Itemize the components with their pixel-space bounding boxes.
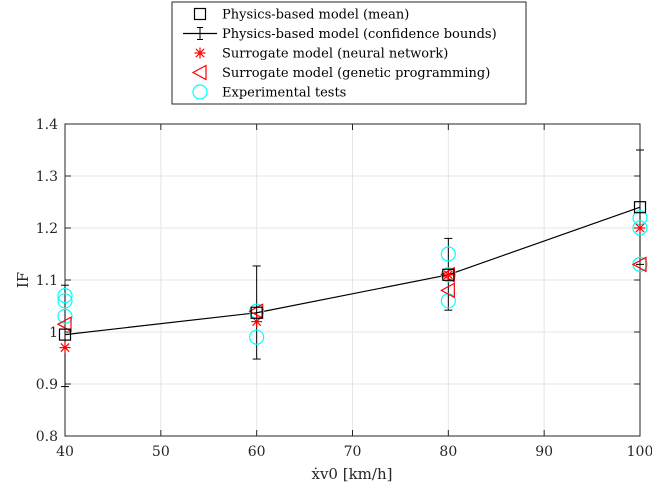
triangle-marker-shape — [56, 316, 72, 333]
legend-entry: Physics-based model (mean) — [193, 7, 409, 23]
x-axis-label: ẋv0 [km/h] — [312, 465, 393, 483]
genetic-programming-point — [56, 316, 72, 333]
circle-marker-shape — [249, 329, 265, 345]
x-tick-label: 90 — [535, 444, 553, 460]
x-tick-label: 70 — [344, 444, 362, 460]
experimental-point — [57, 288, 73, 304]
mean-point — [250, 306, 263, 319]
mean-point — [58, 328, 72, 341]
grid — [64, 123, 641, 437]
experimental-point — [440, 246, 456, 262]
y-axis-label: IF — [14, 272, 32, 288]
tick-labels: 40 50 60 70 80 90 100 0.8 0.9 1 1.1 1.2 1.3 1.4 — [36, 117, 652, 460]
experimental-point — [57, 308, 73, 324]
asterisk-stroke — [60, 343, 70, 353]
square-marker-shape — [633, 201, 647, 214]
mean-point — [633, 201, 647, 214]
axis-labels: ẋv0 [km/h] IF — [14, 272, 392, 483]
genetic-programming-point — [631, 256, 647, 273]
square-marker-shape — [250, 306, 263, 319]
x-tick-label: 50 — [152, 444, 170, 460]
asterisk-stroke — [443, 270, 453, 280]
neural-network-point — [442, 269, 454, 281]
square-marker-shape — [193, 7, 207, 21]
y-tick-label: 1.4 — [36, 117, 58, 133]
circle-marker-shape — [57, 293, 73, 309]
legend-marker — [194, 47, 206, 59]
legend-entry: Surrogate model (neural network) — [194, 47, 448, 62]
plot-area — [56, 149, 648, 388]
legend-label: Surrogate model (genetic programming) — [222, 66, 490, 81]
y-tick-label: 1.2 — [36, 221, 58, 237]
legend-label: Physics-based model (confidence bounds) — [222, 27, 497, 42]
legend-entry: Experimental tests — [192, 84, 346, 101]
square-marker-shape — [58, 328, 72, 341]
legend-label: Experimental tests — [222, 86, 346, 101]
circle-marker-shape — [57, 288, 73, 304]
circle-marker-shape — [57, 308, 73, 324]
neural-network-point — [59, 342, 71, 354]
experimental-point — [249, 329, 265, 345]
legend-label: Surrogate model (neural network) — [222, 47, 448, 62]
legend-label: Physics-based model (mean) — [222, 8, 409, 23]
mean-point — [442, 268, 455, 281]
experimental-point — [57, 293, 73, 309]
legend-marker — [191, 64, 207, 81]
y-tick-label: 0.8 — [36, 429, 58, 445]
circle-marker-shape — [632, 220, 648, 236]
x-tick-label: 100 — [627, 444, 652, 460]
legend-marker — [192, 84, 208, 100]
legend-box — [171, 1, 527, 105]
legend-entry: Surrogate model (genetic programming) — [191, 64, 490, 81]
circle-marker-shape — [192, 84, 208, 100]
triangle-marker-shape — [440, 282, 455, 299]
asterisk-stroke — [195, 48, 205, 58]
asterisk-stroke — [635, 223, 645, 233]
experimental-point — [632, 220, 648, 236]
confidence-line — [64, 206, 641, 336]
square-marker-shape — [442, 268, 455, 281]
legend-marker — [193, 7, 207, 21]
legend: Physics-based model (mean) Physics-based … — [171, 1, 527, 105]
neural-network-point — [634, 222, 646, 234]
error-bar — [636, 149, 644, 265]
circle-marker-shape — [440, 246, 456, 262]
triangle-marker-shape — [631, 256, 647, 273]
x-tick-label: 80 — [439, 444, 457, 460]
genetic-programming-point — [440, 282, 455, 299]
y-tick-label: 1.3 — [36, 169, 58, 185]
error-bar — [252, 265, 261, 360]
x-tick-label: 40 — [56, 444, 74, 460]
axes — [64, 123, 641, 437]
x-tick-label: 60 — [248, 444, 266, 460]
legend-entry: Physics-based model (confidence bounds) — [183, 27, 497, 42]
y-tick-label: 1 — [49, 325, 58, 341]
y-tick-label: 0.9 — [36, 377, 58, 393]
y-tick-label: 1.1 — [36, 273, 58, 289]
triangle-marker-shape — [191, 64, 207, 81]
